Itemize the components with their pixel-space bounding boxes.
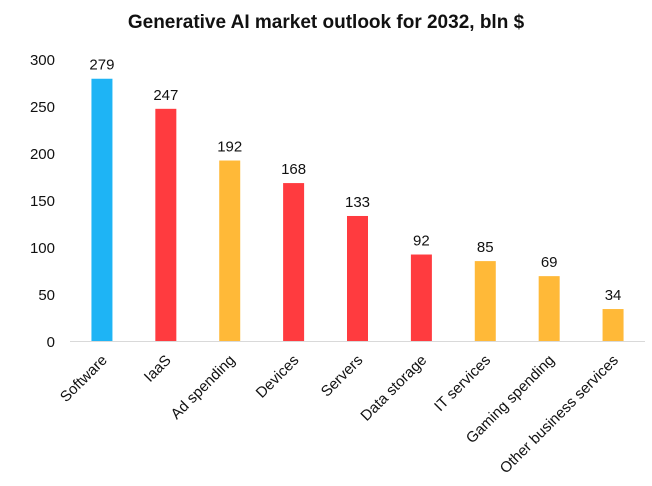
bar bbox=[410, 254, 432, 341]
x-tick-label: Other business services bbox=[497, 352, 622, 477]
y-tick-label: 300 bbox=[30, 52, 55, 69]
bar-value-label: 192 bbox=[217, 139, 242, 156]
bar-value-label: 279 bbox=[89, 57, 114, 74]
y-tick-label: 0 bbox=[47, 334, 55, 351]
chart-title: Generative AI market outlook for 2032, b… bbox=[127, 12, 525, 33]
bar-value-label: 168 bbox=[281, 161, 306, 178]
bar-value-label: 85 bbox=[477, 239, 494, 256]
bar bbox=[91, 78, 113, 342]
x-tick-label: IaaS bbox=[141, 352, 175, 386]
y-tick-label: 50 bbox=[38, 287, 55, 304]
x-tick-label: Data storage bbox=[357, 352, 430, 425]
bar bbox=[283, 183, 305, 341]
bar bbox=[347, 215, 368, 341]
bar bbox=[602, 309, 624, 341]
bar-value-label: 133 bbox=[345, 194, 370, 211]
bar bbox=[474, 261, 496, 341]
bar bbox=[219, 160, 241, 341]
y-tick-label: 100 bbox=[30, 240, 55, 257]
y-tick-label: 250 bbox=[30, 99, 55, 116]
x-tick-label: Software bbox=[57, 352, 111, 406]
x-tick-label: Devices bbox=[253, 352, 303, 402]
x-tick-label: Servers bbox=[318, 352, 367, 401]
y-tick-label: 200 bbox=[30, 146, 55, 163]
bar bbox=[155, 108, 177, 341]
bar-value-label: 34 bbox=[605, 287, 622, 304]
y-tick-label: 150 bbox=[30, 193, 55, 210]
bar bbox=[538, 276, 560, 341]
bar-value-label: 69 bbox=[541, 254, 558, 271]
x-tick-label: IT services bbox=[431, 352, 494, 415]
x-tick-label: Ad spending bbox=[168, 352, 239, 423]
bars: 279 247 192 168 133 92 85 69 34 bbox=[89, 57, 624, 342]
y-axis: 0 50 100 150 200 250 300 bbox=[30, 52, 55, 351]
bar-value-label: 92 bbox=[413, 233, 430, 250]
bar-value-label: 247 bbox=[153, 87, 178, 104]
